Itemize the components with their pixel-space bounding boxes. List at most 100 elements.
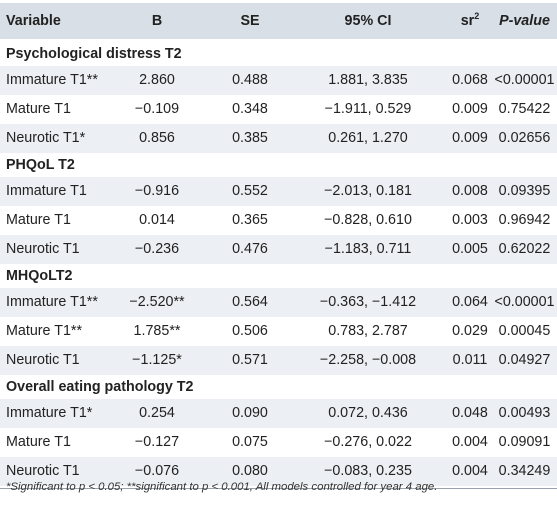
- group-heading: Overall eating pathology T2: [0, 375, 557, 399]
- cell-p: 0.75422: [498, 101, 551, 117]
- cell-b: 1.785**: [133, 323, 181, 339]
- cell-variable: Mature T1: [6, 101, 71, 117]
- cell-se: 0.476: [232, 241, 268, 257]
- cell-sr2: 0.064: [452, 294, 488, 310]
- group-heading: MHQoLT2: [0, 264, 557, 288]
- cell-se: 0.090: [232, 405, 268, 421]
- cell-se: 0.080: [232, 463, 268, 479]
- cell-ci: −0.363, −1.412: [319, 294, 417, 310]
- cell-se: 0.571: [232, 352, 268, 368]
- cell-sr2: 0.048: [452, 405, 488, 421]
- cell-sr2: 0.011: [452, 352, 488, 368]
- cell-variable: Neurotic T1*: [6, 130, 86, 146]
- cell-variable: Neurotic T1: [6, 463, 80, 479]
- table-row: Neurotic T1 −0.236 0.476 −1.183, 0.711 0.005…: [0, 235, 557, 264]
- cell-ci: −2.258, −0.008: [319, 352, 417, 368]
- cell-p: 0.04927: [498, 352, 551, 368]
- header-p-value: P-value: [499, 13, 550, 29]
- header-se: SE: [240, 13, 260, 29]
- cell-b: −0.916: [134, 183, 180, 199]
- table-footnote: *Significant to p < 0.05; **significant …: [6, 481, 438, 493]
- table-row: Immature T1** 2.860 0.488 1.881, 3.835 0.068…: [0, 66, 557, 95]
- cell-variable: Neurotic T1: [6, 241, 80, 257]
- cell-b: −0.109: [134, 101, 180, 117]
- cell-p: 0.00045: [498, 323, 551, 339]
- group-title: MHQoLT2: [6, 268, 73, 284]
- cell-sr2: 0.008: [452, 183, 488, 199]
- cell-sr2: 0.009: [452, 101, 488, 117]
- cell-ci: −1.183, 0.711: [324, 241, 412, 257]
- table-row: Immature T1** −2.520** 0.564 −0.363, −1.412…: [0, 288, 557, 317]
- cell-sr2: 0.003: [452, 212, 488, 228]
- cell-b: 0.014: [139, 212, 175, 228]
- group-heading: Psychological distress T2: [0, 42, 557, 66]
- table-row: Immature T1 −0.916 0.552 −2.013, 0.181 0.008…: [0, 177, 557, 206]
- cell-se: 0.385: [232, 130, 268, 146]
- cell-sr2: 0.029: [452, 323, 488, 339]
- header-sr2: sr2: [448, 3, 492, 39]
- cell-sr2: 0.005: [452, 241, 488, 257]
- cell-ci: −0.083, 0.235: [324, 463, 412, 479]
- cell-variable: Mature T1: [6, 212, 71, 228]
- cell-variable: Mature T1**: [6, 323, 83, 339]
- header-ci: 95% CI: [344, 13, 392, 29]
- table-row: Immature T1* 0.254 0.090 0.072, 0.436 0.048 0…: [0, 399, 557, 428]
- cell-variable: Immature T1: [6, 183, 87, 199]
- cell-p: 0.00493: [498, 405, 551, 421]
- group-title: Psychological distress T2: [6, 46, 182, 62]
- header-variable: Variable: [6, 13, 61, 29]
- cell-variable: Neurotic T1: [6, 352, 80, 368]
- cell-p: 0.62022: [498, 241, 551, 257]
- cell-ci: −2.013, 0.181: [324, 183, 412, 199]
- table-row: Mature T1** 1.785** 0.506 0.783, 2.787 0.029…: [0, 317, 557, 346]
- table-header: Variable B SE 95% CI sr2 P-value: [0, 3, 557, 39]
- cell-ci: −1.911, 0.529: [324, 101, 412, 117]
- cell-variable: Mature T1: [6, 434, 71, 450]
- cell-p: 0.96942: [498, 212, 551, 228]
- cell-ci: 0.783, 2.787: [328, 323, 408, 339]
- cell-sr2: 0.004: [452, 434, 488, 450]
- cell-variable: Immature T1**: [6, 72, 98, 88]
- table-row: Neurotic T1* 0.856 0.385 0.261, 1.270 0.009 0…: [0, 124, 557, 153]
- cell-p: <0.00001: [494, 294, 555, 310]
- cell-p: 0.34249: [498, 463, 551, 479]
- cell-b: 2.860: [139, 72, 175, 88]
- header-b: B: [151, 13, 163, 29]
- table-row: Mature T1 −0.127 0.075 −0.276, 0.022 0.004 0.…: [0, 428, 557, 457]
- header-sr2-sup: 2: [474, 11, 480, 22]
- group-title: PHQoL T2: [6, 157, 75, 173]
- cell-se: 0.488: [232, 72, 268, 88]
- cell-se: 0.552: [232, 183, 268, 199]
- cell-se: 0.506: [232, 323, 268, 339]
- cell-p: 0.09091: [498, 434, 551, 450]
- cell-sr2: 0.068: [452, 72, 488, 88]
- cell-ci: 1.881, 3.835: [328, 72, 408, 88]
- header-sr2-base: sr: [460, 13, 475, 29]
- cell-variable: Immature T1*: [6, 405, 93, 421]
- cell-p: 0.09395: [498, 183, 551, 199]
- cell-sr2: 0.004: [452, 463, 488, 479]
- bottom-rule: [0, 488, 557, 489]
- cell-se: 0.075: [232, 434, 268, 450]
- cell-sr2: 0.009: [452, 130, 488, 146]
- cell-ci: 0.261, 1.270: [328, 130, 408, 146]
- cell-b: −1.125*: [132, 352, 182, 368]
- cell-b: 0.254: [139, 405, 175, 421]
- table-row: Neurotic T1 −1.125* 0.571 −2.258, −0.008 0.0…: [0, 346, 557, 375]
- cell-se: 0.348: [232, 101, 268, 117]
- cell-se: 0.564: [232, 294, 268, 310]
- cell-p: <0.00001: [494, 72, 555, 88]
- cell-ci: 0.072, 0.436: [328, 405, 408, 421]
- cell-b: −0.236: [134, 241, 180, 257]
- table-row: Mature T1 −0.109 0.348 −1.911, 0.529 0.009 0.…: [0, 95, 557, 124]
- cell-variable: Immature T1**: [6, 294, 98, 310]
- cell-ci: −0.828, 0.610: [324, 212, 412, 228]
- cell-p: 0.02656: [498, 130, 551, 146]
- table-row: Mature T1 0.014 0.365 −0.828, 0.610 0.003 0.9…: [0, 206, 557, 235]
- cell-ci: −0.276, 0.022: [324, 434, 412, 450]
- cell-b: 0.856: [139, 130, 175, 146]
- cell-se: 0.365: [232, 212, 268, 228]
- cell-b: −0.127: [134, 434, 180, 450]
- cell-b: −2.520**: [129, 294, 185, 310]
- cell-b: −0.076: [134, 463, 180, 479]
